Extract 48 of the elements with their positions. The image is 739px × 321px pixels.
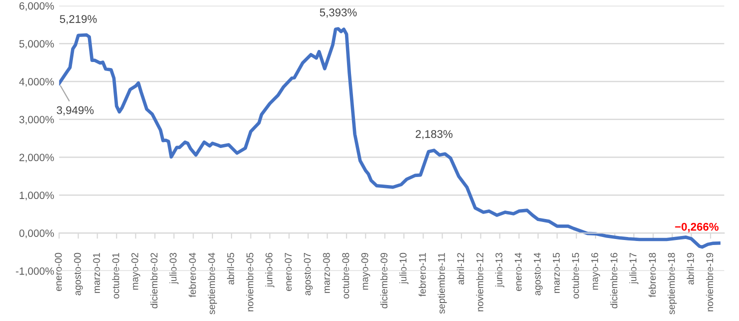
x-tick-label: diciembre-09 xyxy=(380,252,388,308)
x-tick-label: octubre-15 xyxy=(572,252,579,299)
x-tick-label: junio-06 xyxy=(265,252,274,288)
x-tick-label: febrero-18 xyxy=(648,252,656,298)
x-tick-label: marzo-08 xyxy=(323,252,330,293)
annotation: −0,266% xyxy=(675,222,719,232)
y-tick-label: 6,000% xyxy=(19,2,54,11)
y-tick-label: 0,000% xyxy=(19,230,54,238)
x-tick-label: octubre-08 xyxy=(342,252,350,299)
x-tick-label: marzo-01 xyxy=(93,252,100,293)
x-tick-label: julio-03 xyxy=(169,252,178,284)
x-tick-label: julio-10 xyxy=(399,252,408,284)
annotation: 5,393% xyxy=(320,8,357,18)
x-tick-label: marzo-15 xyxy=(552,252,560,293)
x-tick-label: mayo-16 xyxy=(591,252,600,290)
x-tick-label: noviembre-19 xyxy=(706,252,714,312)
x-tick-label: noviembre-12 xyxy=(476,252,484,312)
x-tick-label: agosto-00 xyxy=(74,252,83,296)
x-tick-label: abril-19 xyxy=(686,252,694,284)
x-tick-label: agosto-07 xyxy=(304,252,313,296)
y-tick-label: 4,000% xyxy=(19,78,54,87)
annotation: 3,949% xyxy=(56,106,94,116)
x-tick-label: octubre-01 xyxy=(112,252,120,299)
x-tick-label: septiembre-11 xyxy=(438,252,447,314)
x-tick-label: noviembre-05 xyxy=(246,252,254,312)
x-tick-label: enero-00 xyxy=(54,252,62,291)
x-tick-label: julio-17 xyxy=(629,252,638,284)
x-tick-label: abril-05 xyxy=(226,252,234,284)
x-tick-label: enero-07 xyxy=(284,252,292,291)
x-tick-label: septiembre-18 xyxy=(668,252,677,314)
x-tick-label: septiembre-04 xyxy=(208,252,217,314)
x-tick-label: agosto-14 xyxy=(534,252,543,296)
x-tick-label: junio-13 xyxy=(495,252,504,288)
x-tick-label: diciembre-02 xyxy=(150,252,158,308)
annotation: 5,219% xyxy=(60,15,97,24)
y-tick-label: 5,000% xyxy=(19,40,54,49)
y-tick-label: 1,000% xyxy=(20,192,54,200)
y-tick-label: -1,000% xyxy=(16,267,54,276)
x-tick-label: abril-12 xyxy=(456,252,464,284)
x-tick-label: mayo-09 xyxy=(361,252,370,290)
y-tick-label: 3,000% xyxy=(19,116,54,125)
x-tick-label: mayo-02 xyxy=(131,252,140,290)
x-tick-label: febrero-11 xyxy=(418,252,426,296)
x-tick-label: enero-14 xyxy=(514,252,522,291)
annotation: 2,183% xyxy=(416,130,452,140)
y-tick-label: 2,000% xyxy=(19,154,54,162)
x-tick-label: febrero-04 xyxy=(188,252,196,298)
x-tick-label: diciembre-16 xyxy=(610,252,618,308)
